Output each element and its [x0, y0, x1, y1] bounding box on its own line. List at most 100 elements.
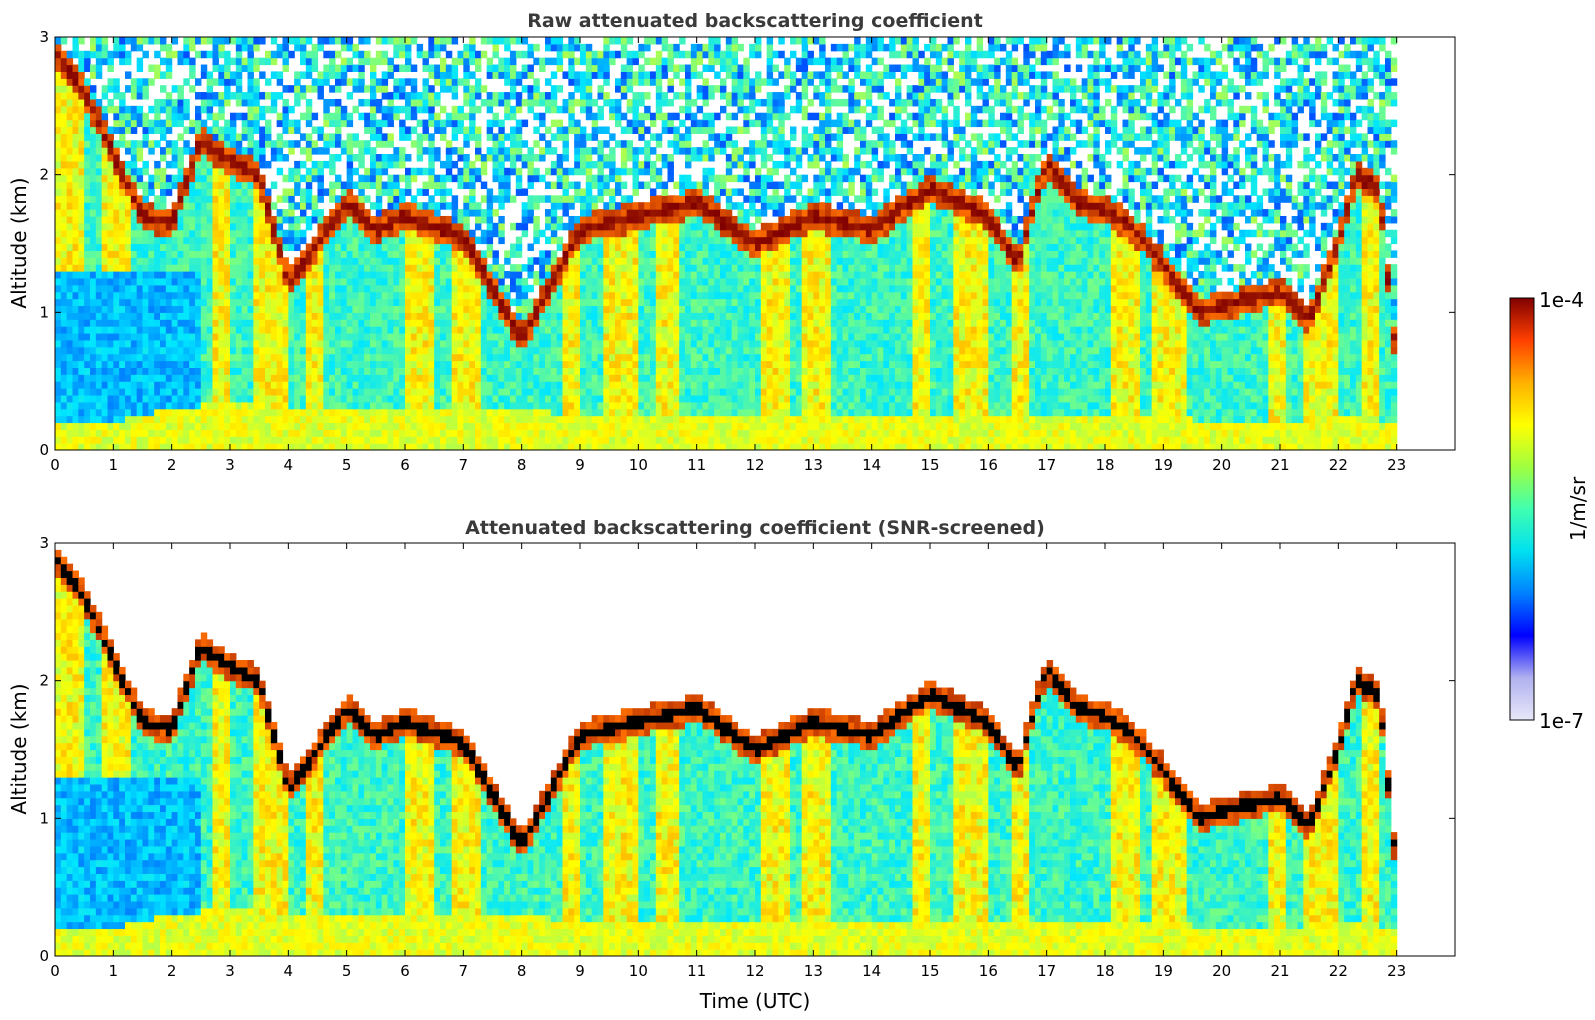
heatmap-cell: [148, 374, 155, 382]
heatmap-cell: [463, 43, 470, 52]
heatmap-cell: [90, 291, 97, 300]
heatmap-cell: [288, 388, 295, 396]
heatmap-cell: [340, 346, 348, 355]
heatmap-cell: [66, 154, 74, 162]
heatmap-cell: [247, 332, 254, 341]
heatmap-cell: [311, 257, 319, 265]
heatmap-cell: [60, 429, 68, 437]
heatmap-cell: [329, 181, 336, 190]
heatmap-cell: [574, 229, 581, 238]
heatmap-cell: [375, 78, 383, 86]
heatmap-cell: [288, 85, 295, 93]
heatmap-cell: [527, 367, 534, 375]
heatmap-cell: [597, 394, 604, 403]
heatmap-cell: [305, 133, 313, 141]
heatmap-cell: [358, 215, 365, 224]
heatmap-cell: [609, 277, 616, 286]
heatmap-cell: [504, 422, 511, 430]
heatmap-cell: [276, 71, 284, 79]
heatmap-cell: [224, 126, 231, 134]
heatmap-cell: [609, 174, 616, 183]
heatmap-cell: [148, 346, 155, 355]
heatmap-cell: [591, 71, 599, 79]
heatmap-cell: [160, 202, 167, 210]
heatmap-cell: [445, 360, 453, 368]
heatmap-cell: [585, 167, 593, 176]
heatmap-cell: [591, 195, 599, 203]
heatmap-cell: [393, 236, 400, 245]
heatmap-cell: [562, 98, 569, 107]
heatmap-cell: [183, 360, 190, 368]
heatmap-cell: [609, 339, 616, 348]
heatmap-cell: [416, 312, 424, 320]
heatmap-cell: [329, 415, 336, 424]
heatmap-cell: [101, 374, 109, 382]
heatmap-cell: [119, 443, 126, 450]
heatmap-cell: [399, 332, 406, 341]
heatmap-cell: [300, 401, 307, 410]
heatmap-cell: [410, 243, 418, 251]
heatmap-cell: [405, 429, 412, 437]
heatmap-cell: [445, 277, 453, 286]
heatmap-cell: [90, 215, 97, 224]
heatmap-cell: [125, 326, 132, 334]
heatmap-cell: [615, 429, 622, 437]
heatmap-cell: [352, 436, 359, 444]
heatmap-cell: [241, 415, 249, 424]
heatmap-cell: [440, 133, 447, 141]
heatmap-cell: [381, 140, 389, 148]
heatmap-cell: [387, 57, 394, 66]
heatmap-cell: [498, 415, 505, 424]
heatmap-cell: [212, 229, 219, 238]
heatmap-cell: [218, 353, 225, 362]
heatmap-cell: [335, 78, 342, 86]
heatmap-cell: [416, 50, 424, 59]
heatmap-cell: [66, 429, 74, 437]
heatmap-cell: [66, 374, 74, 382]
heatmap-cell: [60, 305, 68, 313]
heatmap-cell: [84, 85, 91, 93]
heatmap-cell: [615, 394, 622, 403]
heatmap-cell: [200, 312, 208, 320]
heatmap-cell: [410, 92, 418, 100]
heatmap-cell: [550, 339, 558, 348]
heatmap-cell: [200, 98, 208, 107]
heatmap-cell: [381, 367, 389, 375]
heatmap-cell: [463, 319, 470, 327]
heatmap-cell: [393, 43, 400, 52]
heatmap-cell: [183, 43, 190, 52]
heatmap-cell: [55, 174, 62, 183]
heatmap-cell: [218, 408, 225, 417]
heatmap-cell: [270, 353, 278, 362]
heatmap-cell: [585, 422, 593, 430]
heatmap-cell: [66, 339, 74, 348]
heatmap-cell: [265, 50, 272, 59]
heatmap-cell: [177, 202, 184, 210]
heatmap-cell: [492, 381, 499, 389]
heatmap-cell: [422, 98, 429, 107]
heatmap-cell: [469, 298, 476, 307]
heatmap-cell: [95, 326, 103, 334]
heatmap-cell: [189, 443, 196, 450]
heatmap-cell: [218, 229, 225, 238]
heatmap-cell: [177, 319, 184, 327]
heatmap-cell: [241, 408, 249, 417]
heatmap-cell: [282, 257, 289, 265]
heatmap-cell: [206, 78, 214, 86]
heatmap-cell: [475, 236, 482, 245]
heatmap-cell: [340, 339, 348, 348]
heatmap-cell: [463, 257, 470, 265]
heatmap-cell: [393, 37, 400, 45]
heatmap-cell: [585, 250, 593, 258]
heatmap-cell: [580, 140, 587, 148]
heatmap-cell: [90, 394, 97, 403]
heatmap-cell: [364, 312, 371, 320]
heatmap-cell: [230, 112, 237, 121]
heatmap-cell: [515, 394, 523, 403]
heatmap-cell: [66, 71, 74, 79]
heatmap-cell: [224, 236, 231, 245]
heatmap-cell: [539, 436, 546, 444]
heatmap-cell: [276, 78, 284, 86]
heatmap-cell: [95, 332, 103, 341]
heatmap-cell: [165, 360, 173, 368]
